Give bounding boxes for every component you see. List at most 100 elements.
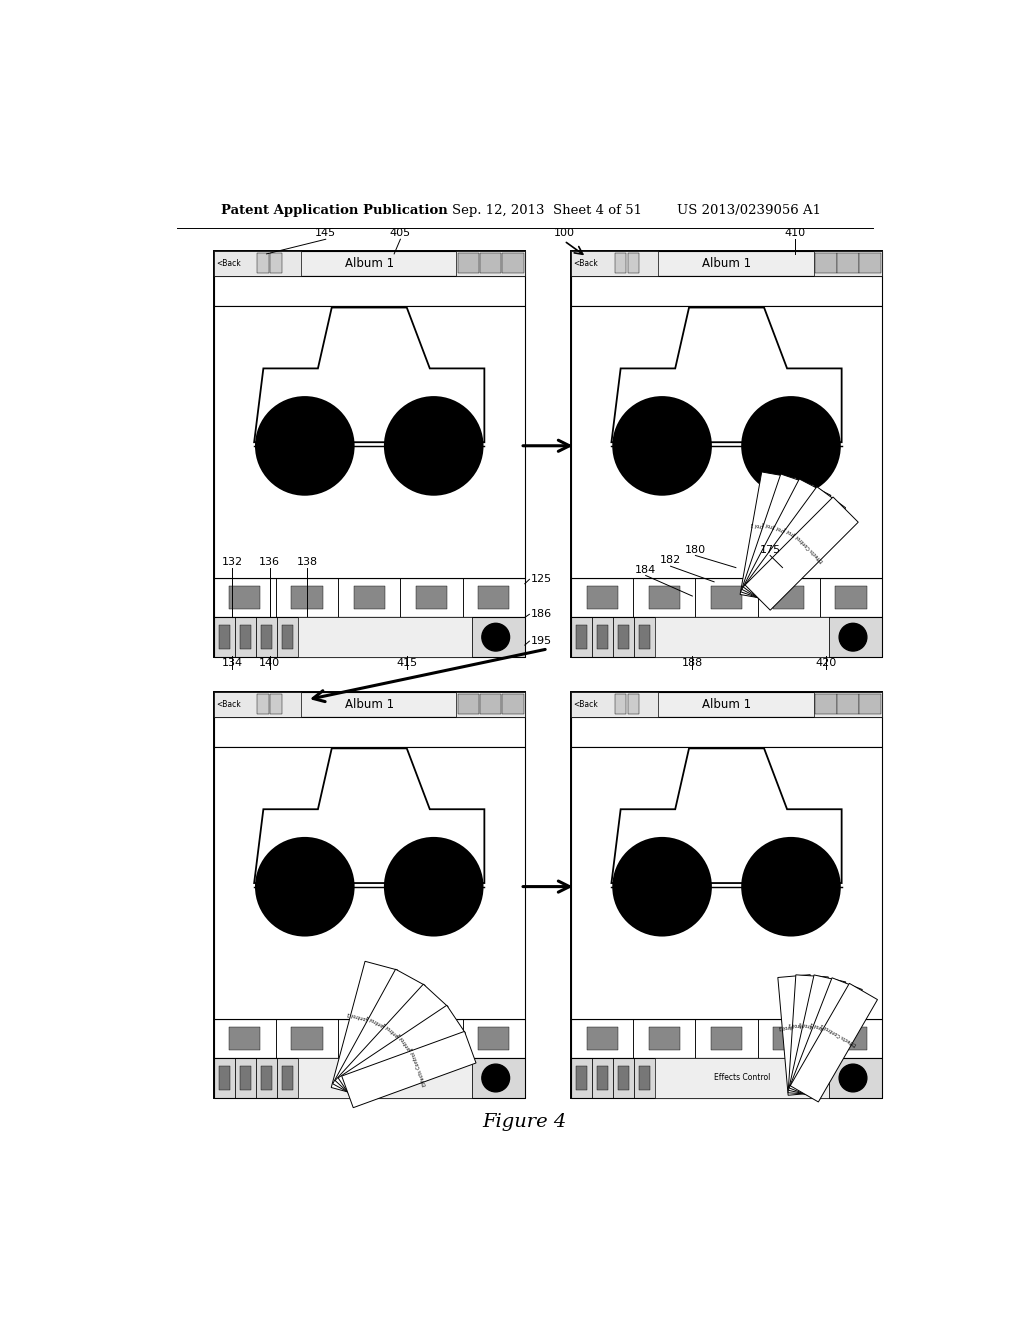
Bar <box>597 1067 608 1090</box>
Bar <box>276 1059 298 1098</box>
Bar <box>292 1027 323 1051</box>
Text: 195: 195 <box>531 636 552 645</box>
Bar <box>829 618 882 657</box>
Ellipse shape <box>612 837 712 937</box>
Bar <box>214 1019 275 1059</box>
Bar <box>214 1059 524 1098</box>
Text: Effects Control: Effects Control <box>714 1073 770 1082</box>
Text: Effects Control 1: Effects Control 1 <box>750 520 791 532</box>
Polygon shape <box>743 487 846 609</box>
Bar <box>859 253 881 273</box>
Text: 145: 145 <box>315 228 336 239</box>
Text: 140: 140 <box>259 657 281 668</box>
Text: 184: 184 <box>635 565 656 574</box>
Bar <box>275 1019 338 1059</box>
Bar <box>214 692 301 717</box>
Text: Effects Control 1: Effects Control 1 <box>782 525 818 553</box>
Bar <box>571 578 882 618</box>
Bar <box>820 578 882 618</box>
Bar <box>214 692 524 717</box>
Bar <box>270 694 283 714</box>
Bar <box>639 626 650 649</box>
Polygon shape <box>335 985 449 1104</box>
Bar <box>214 1019 524 1059</box>
Circle shape <box>839 623 867 651</box>
Bar <box>214 692 524 1098</box>
Text: Effects Control 1: Effects Control 1 <box>347 1011 387 1027</box>
Bar <box>478 1027 509 1051</box>
Text: 132: 132 <box>222 557 243 568</box>
Bar <box>628 253 639 273</box>
Bar <box>472 1059 525 1098</box>
Bar <box>614 694 627 714</box>
Bar <box>571 692 882 1098</box>
Bar <box>711 586 742 610</box>
Bar <box>655 1059 829 1098</box>
Bar <box>577 626 587 649</box>
Bar <box>571 1019 882 1059</box>
Bar <box>628 694 639 714</box>
Polygon shape <box>740 473 797 601</box>
Text: Effects Control 1: Effects Control 1 <box>365 1014 403 1038</box>
Bar <box>571 251 882 276</box>
Bar <box>571 251 882 657</box>
Bar <box>257 694 269 714</box>
Ellipse shape <box>255 837 354 937</box>
Bar <box>649 586 680 610</box>
Bar <box>229 586 260 610</box>
Text: Effects Control 1: Effects Control 1 <box>761 520 801 539</box>
Text: Patent Application Publication: Patent Application Publication <box>221 205 449 218</box>
Bar <box>655 618 829 657</box>
Bar <box>214 1059 234 1098</box>
Ellipse shape <box>741 396 841 496</box>
Text: Effects Control 1: Effects Control 1 <box>382 1020 416 1052</box>
Bar <box>214 276 524 306</box>
Bar <box>457 692 525 717</box>
Polygon shape <box>745 498 858 610</box>
Text: <Back: <Back <box>573 700 598 709</box>
Bar <box>240 1067 251 1090</box>
Bar <box>815 694 837 714</box>
Bar <box>480 694 502 714</box>
Bar <box>282 626 293 649</box>
Bar <box>400 1019 463 1059</box>
Bar <box>256 1059 276 1098</box>
Ellipse shape <box>384 396 483 496</box>
Bar <box>229 1027 260 1051</box>
Text: Album 1: Album 1 <box>345 257 394 269</box>
Polygon shape <box>788 975 828 1094</box>
Bar <box>758 578 820 618</box>
Bar <box>214 717 524 747</box>
Bar <box>240 626 251 649</box>
Polygon shape <box>331 961 397 1096</box>
Bar <box>571 1059 882 1098</box>
Circle shape <box>482 623 510 651</box>
Bar <box>571 251 658 276</box>
Bar <box>214 747 524 1019</box>
Text: Effects Control: Effects Control <box>356 1073 413 1082</box>
Bar <box>571 276 882 306</box>
Bar <box>634 618 655 657</box>
Text: Album 1: Album 1 <box>702 257 751 269</box>
Bar <box>815 253 837 273</box>
Bar <box>276 618 298 657</box>
Bar <box>502 694 523 714</box>
Bar <box>820 1019 882 1059</box>
Text: 180: 180 <box>685 545 706 554</box>
Bar <box>261 1067 271 1090</box>
Bar <box>472 618 525 657</box>
Bar <box>695 578 758 618</box>
Bar <box>571 692 658 717</box>
Bar <box>773 1027 804 1051</box>
Bar <box>614 253 627 273</box>
Text: <Back: <Back <box>573 259 598 268</box>
Bar <box>261 626 271 649</box>
Text: Effects Control 1: Effects Control 1 <box>809 1020 849 1040</box>
Polygon shape <box>338 1006 466 1106</box>
Bar <box>478 586 509 610</box>
Bar <box>773 586 804 610</box>
Polygon shape <box>778 974 820 1096</box>
Text: Effects Control 1: Effects Control 1 <box>799 1020 840 1034</box>
Bar <box>256 618 276 657</box>
Bar <box>633 1019 695 1059</box>
